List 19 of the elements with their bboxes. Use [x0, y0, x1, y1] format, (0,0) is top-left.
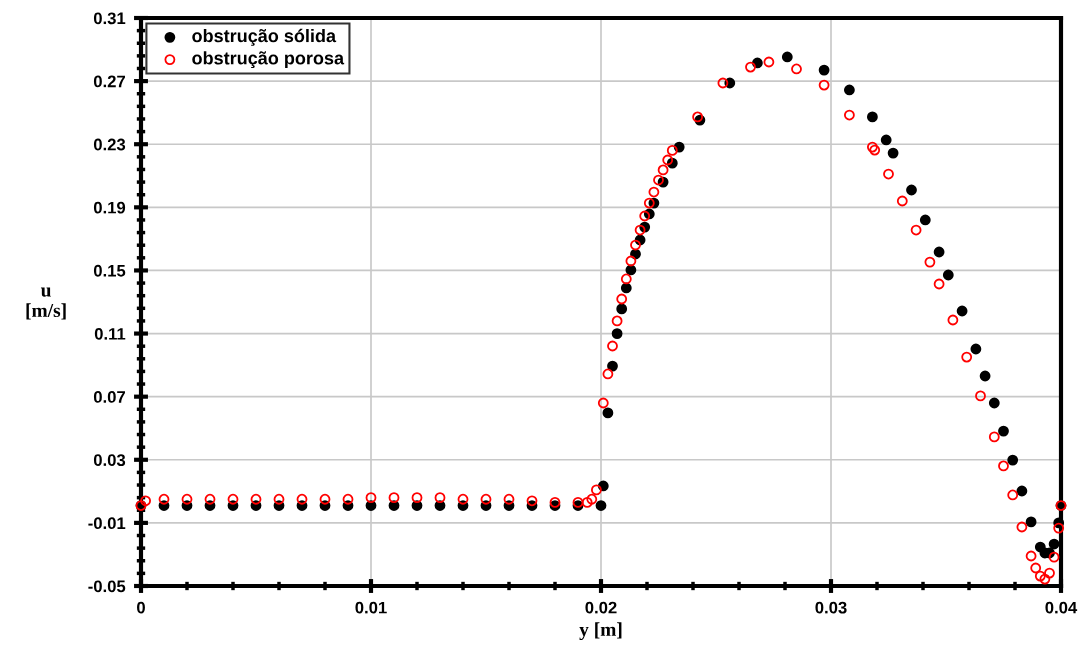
x-axis-title: y [m] — [579, 622, 622, 641]
y-tick-label: -0.01 — [88, 517, 126, 530]
y-tick-label: 0.03 — [93, 454, 126, 466]
legend-label: obstrução sólida — [192, 28, 337, 46]
y-tick-label: 0.31 — [93, 12, 126, 25]
x-tick-label: 0.02 — [585, 601, 617, 614]
y-axis-title: u [m/s] — [26, 287, 66, 320]
x-tick-label: 0.04 — [1045, 601, 1078, 614]
y-tick-label: 0.15 — [93, 264, 126, 277]
y-tick-label: 0.07 — [93, 391, 125, 403]
x-tick-label: 0.03 — [815, 601, 847, 614]
legend-label: obstrução porosa — [192, 51, 345, 69]
y-tick-label: 0.19 — [93, 201, 126, 214]
x-tick-label: 0 — [137, 601, 145, 614]
y-tick-label: 0.27 — [93, 75, 125, 88]
y-tick-label: 0.11 — [94, 327, 126, 340]
y-tick-label: 0.23 — [93, 138, 126, 151]
y-tick-label: -0.05 — [88, 580, 126, 593]
x-tick-label: 0.01 — [355, 601, 387, 614]
